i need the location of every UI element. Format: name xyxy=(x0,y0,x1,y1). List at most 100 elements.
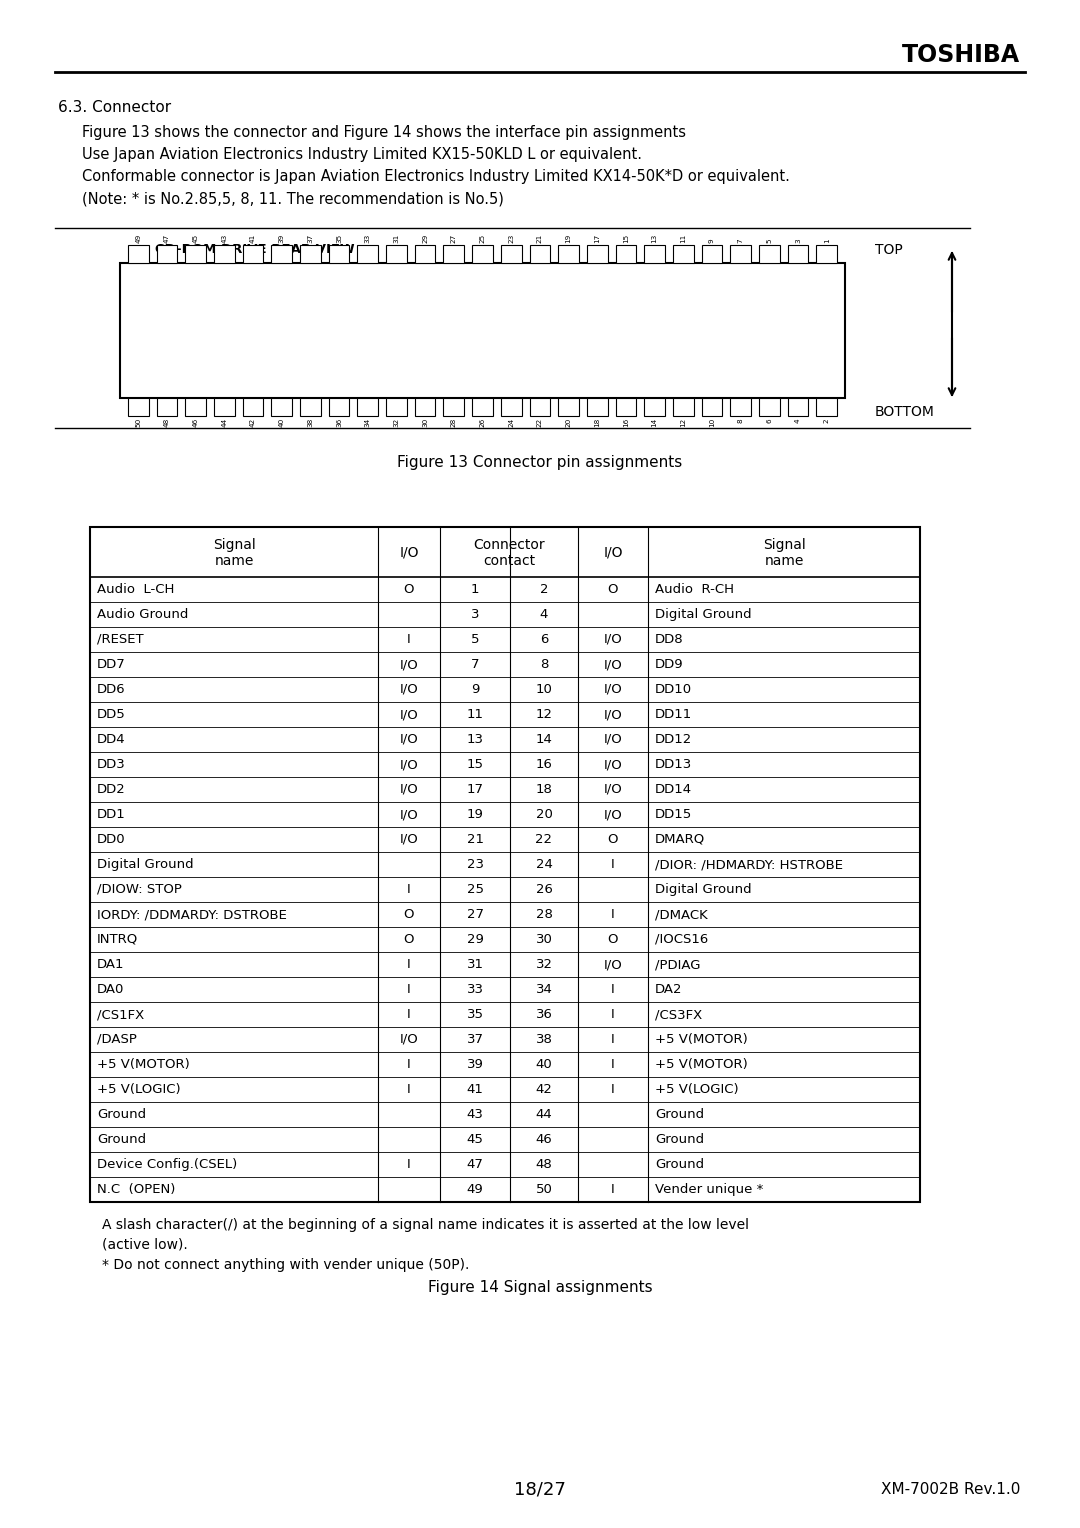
Bar xyxy=(673,397,693,416)
Text: DMARQ: DMARQ xyxy=(654,833,705,847)
Text: I: I xyxy=(407,1158,410,1170)
Text: 22: 22 xyxy=(536,833,553,847)
Text: Audio  L-CH: Audio L-CH xyxy=(97,584,174,596)
Text: I/O: I/O xyxy=(400,833,418,847)
Text: 17: 17 xyxy=(467,782,484,796)
Text: 15: 15 xyxy=(467,758,484,772)
Text: 11: 11 xyxy=(680,234,686,243)
Text: I: I xyxy=(611,1008,615,1021)
Text: /IOCS16: /IOCS16 xyxy=(654,934,708,946)
Text: Figure 14 Signal assignments: Figure 14 Signal assignments xyxy=(428,1280,652,1296)
Text: 34: 34 xyxy=(365,419,370,428)
Text: +5 V(LOGIC): +5 V(LOGIC) xyxy=(654,1083,739,1096)
Text: 33: 33 xyxy=(365,234,370,243)
Bar xyxy=(529,244,550,263)
Text: DD0: DD0 xyxy=(97,833,125,847)
Text: /CS1FX: /CS1FX xyxy=(97,1008,145,1021)
Text: I: I xyxy=(407,958,410,970)
Bar xyxy=(243,397,264,416)
Text: +5 V(MOTOR): +5 V(MOTOR) xyxy=(654,1033,747,1047)
Text: DD3: DD3 xyxy=(97,758,125,772)
Text: I/O: I/O xyxy=(604,683,622,695)
Text: 26: 26 xyxy=(480,419,486,428)
Text: 38: 38 xyxy=(308,419,313,428)
Text: 42: 42 xyxy=(251,419,256,428)
Text: CD-ROM DRIVE REAR VIEW: CD-ROM DRIVE REAR VIEW xyxy=(156,243,354,257)
Text: 30: 30 xyxy=(536,934,553,946)
Bar xyxy=(271,244,292,263)
Text: DD6: DD6 xyxy=(97,683,125,695)
Text: DD13: DD13 xyxy=(654,758,692,772)
Text: 19: 19 xyxy=(566,234,571,243)
Text: Use Japan Aviation Electronics Industry Limited KX15-50KLD L or equivalent.: Use Japan Aviation Electronics Industry … xyxy=(82,147,642,162)
Text: 25: 25 xyxy=(467,883,484,895)
Text: I/O: I/O xyxy=(604,707,622,721)
Text: O: O xyxy=(404,584,415,596)
Text: I: I xyxy=(611,1033,615,1047)
Bar xyxy=(444,244,464,263)
Bar xyxy=(357,397,378,416)
Text: I/O: I/O xyxy=(604,633,622,646)
Text: I/O: I/O xyxy=(604,808,622,821)
Text: 20: 20 xyxy=(536,808,553,821)
Text: (active low).: (active low). xyxy=(102,1238,188,1251)
Text: I/O: I/O xyxy=(400,1033,418,1047)
Text: 49: 49 xyxy=(135,234,141,243)
Bar xyxy=(558,397,579,416)
Bar xyxy=(645,244,665,263)
Text: I: I xyxy=(611,1057,615,1071)
Text: 39: 39 xyxy=(467,1057,484,1071)
Text: /RESET: /RESET xyxy=(97,633,144,646)
Bar xyxy=(616,244,636,263)
Bar xyxy=(157,244,177,263)
Text: 38: 38 xyxy=(536,1033,553,1047)
Text: +5 V(MOTOR): +5 V(MOTOR) xyxy=(654,1057,747,1071)
Text: I/O: I/O xyxy=(604,758,622,772)
Text: 36: 36 xyxy=(536,1008,553,1021)
Text: INTRQ: INTRQ xyxy=(97,934,138,946)
Text: Digital Ground: Digital Ground xyxy=(97,859,193,871)
Text: I: I xyxy=(407,1057,410,1071)
Text: 17: 17 xyxy=(594,234,600,243)
Text: 14: 14 xyxy=(536,733,553,746)
Text: I: I xyxy=(407,633,410,646)
Bar xyxy=(214,397,234,416)
Text: /DIOW: STOP: /DIOW: STOP xyxy=(97,883,181,895)
Bar xyxy=(243,244,264,263)
Text: 21: 21 xyxy=(537,234,543,243)
Text: 21: 21 xyxy=(467,833,484,847)
Text: 9: 9 xyxy=(708,238,715,243)
Bar xyxy=(157,397,177,416)
Text: Ground: Ground xyxy=(654,1132,704,1146)
Text: 10: 10 xyxy=(708,419,715,428)
Text: 42: 42 xyxy=(536,1083,553,1096)
Text: DD2: DD2 xyxy=(97,782,125,796)
Text: 24: 24 xyxy=(509,419,514,428)
Text: Figure 13 shows the connector and Figure 14 shows the interface pin assignments: Figure 13 shows the connector and Figure… xyxy=(82,125,686,141)
Text: 43: 43 xyxy=(467,1108,484,1122)
Text: DD12: DD12 xyxy=(654,733,692,746)
Bar xyxy=(387,244,407,263)
Bar xyxy=(759,244,780,263)
Bar xyxy=(702,244,723,263)
Text: 35: 35 xyxy=(467,1008,484,1021)
Bar xyxy=(529,397,550,416)
Bar xyxy=(501,397,522,416)
Bar xyxy=(787,397,808,416)
Bar xyxy=(415,244,435,263)
Text: 46: 46 xyxy=(192,419,199,428)
Text: O: O xyxy=(608,833,618,847)
Text: I/O: I/O xyxy=(400,659,418,671)
Text: 50: 50 xyxy=(135,419,141,428)
Text: 43: 43 xyxy=(221,234,228,243)
Text: 5: 5 xyxy=(767,238,772,243)
Bar xyxy=(645,397,665,416)
Text: 30: 30 xyxy=(422,419,428,428)
Text: Digital Ground: Digital Ground xyxy=(654,608,752,620)
Text: 28: 28 xyxy=(536,908,553,921)
Text: 13: 13 xyxy=(467,733,484,746)
Text: 41: 41 xyxy=(251,234,256,243)
Text: 15: 15 xyxy=(623,234,629,243)
Text: 41: 41 xyxy=(467,1083,484,1096)
Text: 22: 22 xyxy=(537,419,543,428)
